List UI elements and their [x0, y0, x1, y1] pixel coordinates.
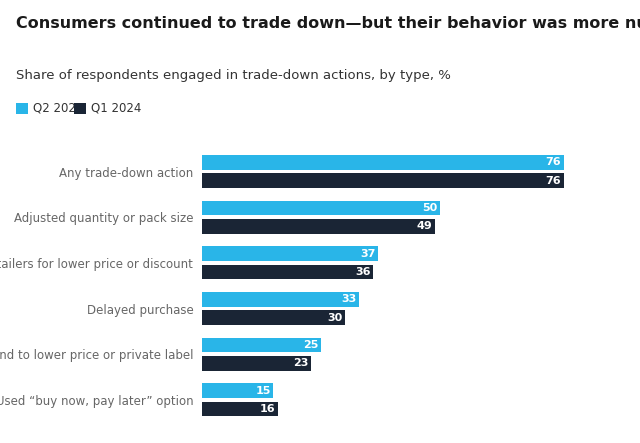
Text: Consumers continued to trade down—but their behavior was more nuanced.: Consumers continued to trade down—but th… [16, 16, 640, 31]
Text: Q2 2024: Q2 2024 [33, 102, 83, 115]
Bar [202, 155, 564, 170]
Text: 33: 33 [341, 295, 356, 304]
Bar [202, 402, 278, 416]
Bar [202, 173, 564, 188]
Text: 25: 25 [303, 340, 318, 350]
Text: 37: 37 [360, 249, 376, 259]
Text: Q1 2024: Q1 2024 [91, 102, 141, 115]
Text: 76: 76 [546, 157, 561, 167]
Text: Share of respondents engaged in trade-down actions, by type, %: Share of respondents engaged in trade-do… [16, 69, 451, 82]
Text: 50: 50 [422, 203, 437, 213]
Bar [202, 384, 273, 398]
Bar [202, 292, 359, 307]
Bar [202, 219, 435, 233]
Text: 15: 15 [255, 386, 271, 396]
Bar [202, 246, 378, 261]
Bar [202, 338, 321, 352]
Bar [202, 311, 344, 325]
Bar [202, 356, 311, 371]
Text: 76: 76 [546, 176, 561, 186]
Text: 36: 36 [355, 267, 371, 277]
Text: 23: 23 [293, 358, 308, 369]
Bar [202, 265, 373, 280]
Text: 49: 49 [417, 222, 433, 231]
Text: 30: 30 [327, 313, 342, 323]
Bar [202, 201, 440, 215]
Text: 16: 16 [260, 404, 275, 414]
